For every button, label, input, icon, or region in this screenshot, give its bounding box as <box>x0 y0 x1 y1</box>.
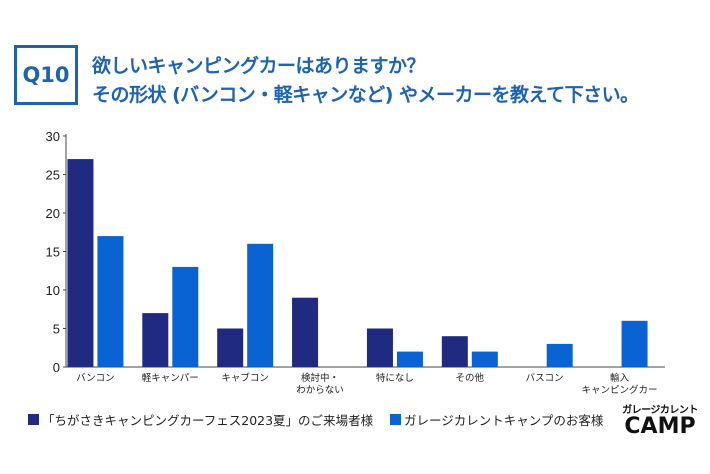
bar-2-0 <box>97 236 124 367</box>
question-title: 欲しいキャンピングカーはありますか？ その形状 (バンコン・軽キャンなど) やメ… <box>92 52 639 110</box>
bar-1-5 <box>441 336 468 367</box>
x-tick-label: キャブコン <box>221 372 269 384</box>
x-tick-label: 輸入キャンピングカー <box>582 372 658 396</box>
bar-1-1 <box>142 313 169 367</box>
x-tick-label: 軽キャンパー <box>142 373 199 384</box>
bar-2-1 <box>172 266 199 367</box>
title-line-1: 欲しいキャンピングカーはありますか？ <box>92 55 426 77</box>
y-tick-label: 15 <box>46 245 60 260</box>
bar-2-4 <box>396 351 423 367</box>
x-tick-label: 特になし <box>376 372 414 384</box>
question-number: Q10 <box>22 63 70 87</box>
bar-2-7 <box>621 320 648 367</box>
legend-label-series-2: ガレージカレントキャンプのお客様 <box>404 413 604 428</box>
bar-2-2 <box>247 243 274 367</box>
x-tick-label: バスコン <box>526 373 564 384</box>
y-tick-label: 25 <box>46 168 60 183</box>
legend-item-series-1: 「ちがさきキャンピングカーフェス2023夏」のご来場者様 <box>28 410 373 429</box>
x-tick-label: 検討中・わからない <box>296 372 344 396</box>
legend-swatch-series-2 <box>390 414 401 425</box>
legend-item-series-2: ガレージカレントキャンプのお客様 <box>390 410 603 429</box>
x-tick-label: バンコン <box>76 373 114 384</box>
logo-line-2: CAMP <box>624 414 696 439</box>
y-tick-label: 0 <box>53 360 60 375</box>
bar-1-4 <box>366 328 393 367</box>
logo-line-1: ガレージカレント <box>622 405 698 416</box>
question-number-badge: Q10 <box>14 45 78 105</box>
garage-current-camp-logo: ガレージカレント CAMP <box>620 401 700 438</box>
bar-1-3 <box>292 297 319 367</box>
bar-1-2 <box>217 328 244 367</box>
y-tick-label: 20 <box>46 206 60 221</box>
y-tick-label: 30 <box>46 129 60 144</box>
y-tick-label: 10 <box>46 283 60 298</box>
bar-2-5 <box>471 351 498 367</box>
legend-label-series-1: 「ちがさきキャンピングカーフェス2023夏」のご来場者様 <box>42 413 374 428</box>
bar-2-6 <box>546 343 573 367</box>
bar-1-0 <box>67 159 94 367</box>
x-tick-label: その他 <box>456 372 485 384</box>
title-line-2: その形状 (バンコン・軽キャンなど) やメーカーを教えて下さい。 <box>92 84 639 106</box>
y-tick-label: 5 <box>53 322 60 337</box>
legend-swatch-series-1 <box>28 414 39 425</box>
